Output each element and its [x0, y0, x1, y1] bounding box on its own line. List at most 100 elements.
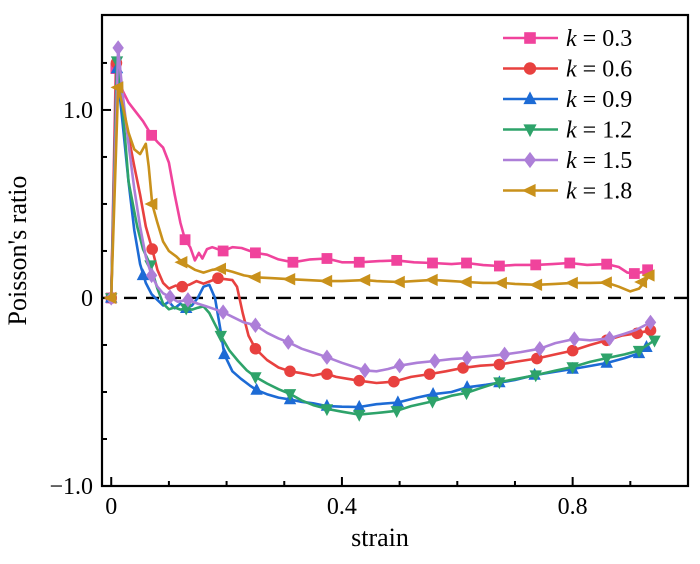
marker-triangle-down: [180, 303, 193, 316]
marker-triangle-up: [391, 395, 405, 408]
marker-triangle-down: [353, 409, 366, 422]
marker-circle: [321, 368, 333, 380]
marker-square: [461, 257, 472, 269]
x-axis-label: strain: [351, 523, 409, 552]
marker-square: [427, 257, 438, 269]
marker-circle: [457, 362, 469, 374]
marker-triangle-up: [523, 91, 537, 105]
marker-square: [250, 247, 261, 259]
marker-circle: [388, 375, 400, 388]
marker-triangle-down: [390, 406, 403, 418]
marker-diamond: [393, 357, 406, 374]
marker-triangle-down: [320, 404, 334, 417]
marker-triangle-down: [460, 388, 473, 401]
series-line-0.3: [109, 67, 649, 300]
marker-triangle-up: [218, 347, 231, 360]
marker-circle: [423, 368, 436, 380]
marker-triangle-down: [249, 372, 262, 385]
marker-triangle-down: [529, 370, 542, 383]
marker-triangle-left: [213, 262, 227, 276]
marker-triangle-left: [598, 276, 612, 289]
series-line-1.2: [109, 59, 656, 416]
series-0.3: [105, 63, 654, 304]
series-0.6: [105, 57, 657, 388]
marker-diamond: [498, 346, 511, 363]
legend-item-k-0.6: k = 0.6: [503, 57, 632, 83]
marker-diamond: [644, 314, 657, 331]
marker-triangle-up: [136, 268, 150, 281]
marker-triangle-down: [214, 330, 228, 343]
marker-diamond: [112, 40, 124, 56]
marker-diamond: [429, 353, 441, 369]
marker-square: [179, 234, 191, 246]
x-tick-label-0.4: 0.4: [327, 494, 357, 520]
x-tick-label-0.8: 0.8: [558, 494, 588, 520]
marker-square: [524, 32, 536, 44]
legend-label-0.6: k = 0.6: [566, 57, 632, 83]
legend-label-0.9: k = 0.9: [566, 87, 632, 113]
marker-triangle-left: [319, 274, 333, 288]
marker-triangle-left: [641, 269, 655, 282]
y-tick-label-0: 1.0: [63, 98, 93, 124]
marker-triangle-down: [648, 335, 661, 348]
marker-circle: [176, 280, 188, 293]
marker-diamond: [249, 317, 262, 333]
marker-square: [601, 258, 613, 270]
marker-diamond: [217, 304, 229, 320]
marker-diamond: [534, 341, 546, 357]
marker-triangle-left: [174, 256, 188, 269]
marker-diamond: [321, 349, 333, 365]
marker-triangle-left: [458, 275, 472, 289]
marker-triangle-down: [566, 362, 579, 375]
marker-triangle-up: [426, 387, 440, 399]
series-1.8: [103, 81, 655, 305]
legend-item-k-0.9: k = 0.9: [503, 87, 632, 113]
marker-diamond: [145, 267, 158, 284]
marker-square: [628, 268, 640, 279]
marker-triangle-down: [600, 353, 613, 366]
marker-triangle-up: [250, 382, 263, 395]
marker-triangle-left: [247, 271, 261, 284]
marker-square: [493, 260, 505, 272]
marker-triangle-down: [632, 345, 646, 358]
marker-square: [564, 257, 576, 269]
legend-label-0.3: k = 0.3: [566, 26, 632, 52]
marker-diamond: [461, 350, 473, 366]
marker-diamond: [282, 334, 294, 350]
legend-label-1.2: k = 1.2: [566, 118, 632, 144]
y-axis-label: Poisson's ratio: [3, 176, 32, 326]
marker-square: [642, 264, 654, 276]
marker-circle: [566, 344, 579, 357]
marker-square: [391, 254, 403, 266]
marker-diamond: [359, 362, 371, 379]
marker-triangle-left: [521, 183, 536, 198]
marker-circle: [146, 243, 158, 255]
marker-diamond: [164, 289, 176, 305]
marker-diamond: [568, 331, 581, 347]
marker-circle: [353, 374, 366, 387]
marker-triangle-left: [110, 81, 124, 94]
legend-label-1.8: k = 1.8: [566, 179, 632, 205]
y-tick-label-1: 0: [81, 286, 93, 312]
marker-triangle-left: [529, 278, 543, 292]
marker-triangle-down: [426, 396, 439, 409]
marker-triangle-left: [634, 275, 648, 289]
legend-label-1.5: k = 1.5: [566, 148, 632, 174]
marker-triangle-left: [282, 272, 296, 286]
marker-square: [287, 256, 299, 268]
marker-square: [321, 253, 333, 264]
marker-circle: [249, 342, 262, 355]
plot-frame: [100, 13, 690, 488]
series-line-0.6: [109, 61, 652, 385]
x-tick-label-0: 0: [105, 494, 117, 520]
marker-square: [146, 129, 158, 141]
series-line-1.8: [109, 86, 651, 300]
marker-circle: [644, 324, 657, 337]
marker-triangle-left: [494, 276, 507, 290]
marker-diamond: [603, 330, 616, 347]
marker-circle: [523, 62, 537, 75]
marker-square: [217, 245, 229, 257]
marker-triangle-left: [103, 291, 117, 305]
